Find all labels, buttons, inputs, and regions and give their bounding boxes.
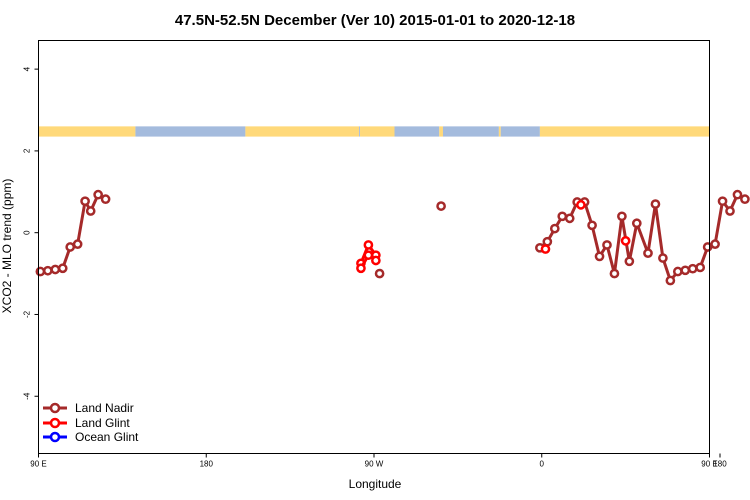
legend-label-land-nadir: Land Nadir [75,401,134,415]
band-segment-ocean [500,126,540,137]
chart-title: 47.5N-52.5N December (Ver 10) 2015-01-01… [175,12,575,29]
y-tick-label: -2 [23,310,32,318]
data-point-land-nadir [687,263,698,274]
y-tick-label: -4 [23,392,32,400]
legend-label-ocean-glint: Ocean Glint [75,430,139,444]
legend-marker-land-glint [49,417,61,429]
data-point-land-nadir [602,240,612,250]
data-point-land-glint [371,255,381,266]
data-point-land-nadir [624,256,635,267]
data-point-land-nadir [650,199,661,209]
data-point-land-glint [576,200,586,210]
data-point-land-nadir [609,268,620,279]
data-point-land-nadir [80,196,90,207]
data-point-land-nadir [85,206,96,216]
data-point-land-nadir [680,265,691,276]
series-line-land-nadir [40,193,107,274]
y-axis: -4 -2 0 2 4 [23,66,39,400]
data-point-land-nadir [710,239,720,249]
data-point-land-glint [540,244,551,254]
band-segment-land [498,126,501,137]
x-tick-label: 90 W [365,460,384,469]
y-tick-label: 0 [23,230,32,235]
x-tick-label: 180 [713,460,727,469]
legend-marker-ocean-glint [49,431,61,443]
data-point-land-glint [356,263,366,274]
data-point-land-nadir [594,251,605,262]
data-point-land-nadir [617,211,627,222]
band-segment-land [539,126,710,137]
data-point-land-nadir [643,248,653,258]
data-point-land-nadir [65,242,76,252]
y-tick-label: 4 [23,66,32,71]
band-segment-ocean [442,126,499,137]
band-segment-land [439,126,443,137]
data-point-land-nadir [542,236,553,247]
data-point-land-nadir [717,196,728,207]
data-point-land-nadir [725,206,735,216]
x-tick-label: 90 E [701,460,717,469]
band-segment-ocean [394,126,440,137]
legend-label-land-glint: Land Glint [75,416,130,430]
data-point-land-nadir [587,220,597,231]
band-segment-land [360,126,395,137]
data-point-land-nadir [100,194,111,205]
data-point-land-nadir [42,265,53,276]
data-point-land-nadir [702,242,713,252]
band-segment-ocean [359,126,361,137]
data-point-land-nadir [93,189,103,200]
band-segment-ocean [135,126,246,137]
x-tick-label: 90 E [30,460,46,469]
data-point-land-nadir [57,263,68,274]
x-axis-label: Longitude [349,477,402,491]
land-ocean-band [38,126,710,137]
series-layer [35,189,750,286]
band-segment-land [245,126,360,137]
data-point-land-nadir [549,223,560,234]
data-point-land-nadir [672,266,683,277]
x-tick-label: 180 [200,460,214,469]
data-point-land-nadir [436,201,446,211]
data-point-land-glint [363,240,374,250]
data-point-land-glint [363,250,374,261]
data-point-land-glint [620,236,631,246]
data-point-land-nadir [695,262,706,273]
data-point-land-nadir [35,266,46,277]
data-point-land-nadir [564,213,575,224]
data-point-land-nadir [658,253,668,263]
data-point-land-nadir [374,268,385,279]
band-segment-land [38,126,136,137]
x-tick-label: 0 [540,460,545,469]
data-point-land-nadir [665,275,676,286]
data-point-land-nadir [732,189,743,200]
series-line-land-nadir [538,193,746,283]
data-point-land-nadir [72,239,83,249]
data-point-land-nadir [631,218,642,229]
legend: Land Nadir Land Glint Ocean Glint [43,401,139,444]
data-point-land-nadir [740,194,750,205]
legend-marker-land-nadir [49,402,61,414]
y-axis-label: XCO2 - MLO trend (ppm) [0,179,14,314]
data-point-land-nadir [557,211,568,222]
y-tick-label: 2 [23,148,32,153]
data-point-land-nadir [50,264,61,275]
